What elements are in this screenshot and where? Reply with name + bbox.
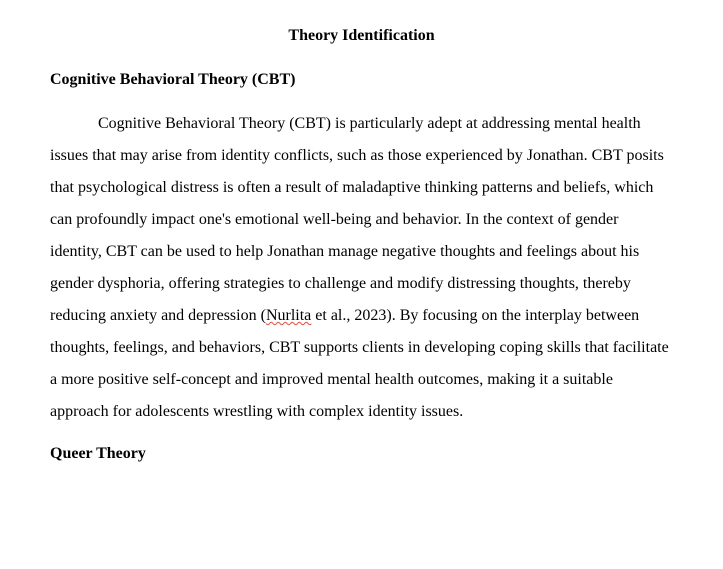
spelling-error-nurlita: Nurlita (266, 307, 311, 324)
paragraph-text-pre: Cognitive Behavioral Theory (CBT) is par… (50, 115, 664, 324)
document-title: Theory Identification (50, 20, 673, 52)
section-heading-queer: Queer Theory (50, 438, 673, 470)
citation-wrap: Nurlita (266, 307, 311, 324)
section-heading-cbt: Cognitive Behavioral Theory (CBT) (50, 64, 673, 96)
section-paragraph-cbt: Cognitive Behavioral Theory (CBT) is par… (50, 108, 673, 428)
document-page: Theory Identification Cognitive Behavior… (0, 0, 723, 502)
